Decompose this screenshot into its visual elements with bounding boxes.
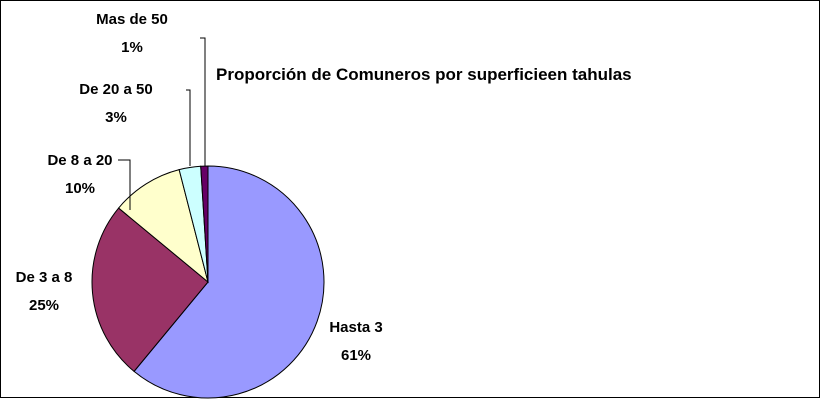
slice-value-label: 25% (29, 297, 59, 314)
slice-category-label: De 20 a 50 (79, 81, 152, 98)
slice-value-label: 3% (105, 109, 127, 126)
slice-value-label: 10% (65, 180, 95, 197)
slice-value-label: 61% (341, 347, 371, 364)
slice-category-label: Hasta 3 (329, 319, 382, 336)
slice-category-label: Mas de 50 (96, 11, 168, 28)
slice-category-label: De 3 a 8 (16, 269, 73, 286)
slice-value-label: 1% (121, 39, 143, 56)
pie-slices (92, 166, 324, 398)
chart-title: Proporción de Comuneros por superficieen… (216, 65, 632, 84)
slice-category-label: De 8 a 20 (47, 152, 112, 169)
